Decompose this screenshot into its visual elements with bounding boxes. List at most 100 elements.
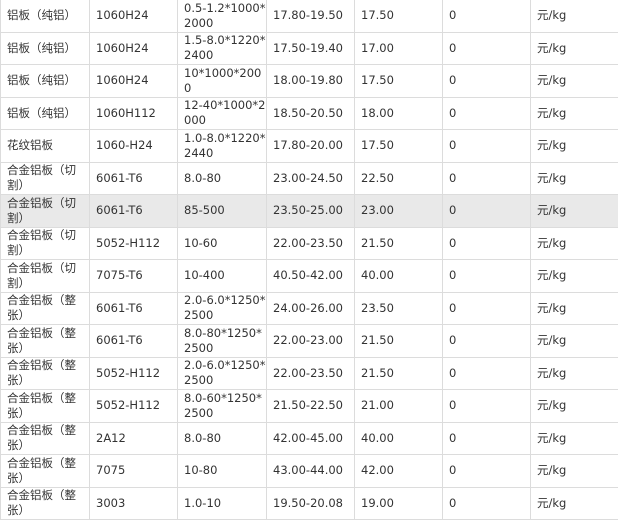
unit-cell: 元/kg (530, 454, 618, 488)
spec-cell: 10-60 (177, 226, 267, 260)
grade-cell: 7075-T6 (89, 259, 178, 293)
unit-cell: 元/kg (530, 0, 618, 33)
grade-cell: 3003 (89, 486, 178, 520)
price-range-cell: 21.50-22.50 (266, 389, 355, 423)
price-range-cell: 23.50-25.00 (266, 194, 355, 228)
price-cell: 21.50 (354, 324, 443, 358)
unit-cell: 元/kg (530, 96, 618, 130)
spec-cell: 1.0-10 (177, 486, 267, 520)
unit-cell: 元/kg (530, 31, 618, 65)
table-row: 铝板（纯铝） 1060H24 1.5-8.0*1220*2400 17.50-19.4… (0, 31, 618, 65)
price-cell: 21.50 (354, 356, 443, 390)
product-cell: 合金铝板（整张） (0, 486, 90, 520)
grade-cell: 1060-H24 (89, 129, 178, 163)
table-row: 合金铝板（切割） 7075-T6 10-400 40.50-42.00 40.00 0 元/… (0, 259, 618, 293)
unit-cell: 元/kg (530, 421, 618, 455)
price-range-cell: 17.80-20.00 (266, 129, 355, 163)
price-range-cell: 22.00-23.50 (266, 226, 355, 260)
price-cell: 21.00 (354, 389, 443, 423)
price-cell: 22.50 (354, 161, 443, 195)
price-range-cell: 17.80-19.50 (266, 0, 355, 33)
table-row: 合金铝板（整张） 2A12 8.0-80 42.00-45.00 40.00 0 元/kg (0, 421, 618, 455)
grade-cell: 6061-T6 (89, 291, 178, 325)
price-cell: 40.00 (354, 259, 443, 293)
change-cell: 0 (442, 129, 531, 163)
price-cell: 19.00 (354, 486, 443, 520)
product-cell: 合金铝板（整张） (0, 356, 90, 390)
spec-cell: 2.0-6.0*1250*2500 (177, 291, 267, 325)
unit-cell: 元/kg (530, 356, 618, 390)
unit-cell: 元/kg (530, 161, 618, 195)
unit-cell: 元/kg (530, 291, 618, 325)
table-row: 合金铝板（切割） 6061-T6 85-500 23.50-25.00 23.00 0 元/… (0, 194, 618, 228)
product-cell: 花纹铝板 (0, 129, 90, 163)
table-row: 合金铝板（整张） 6061-T6 2.0-6.0*1250*2500 24.00-26… (0, 291, 618, 325)
spec-cell: 8.0-80 (177, 421, 267, 455)
table-row: 合金铝板（整张） 5052-H112 2.0-6.0*1250*2500 22.00-… (0, 356, 618, 390)
change-cell: 0 (442, 96, 531, 130)
price-range-cell: 22.00-23.00 (266, 324, 355, 358)
product-cell: 铝板（纯铝） (0, 96, 90, 130)
grade-cell: 1060H24 (89, 31, 178, 65)
table-row: 合金铝板（切割） 6061-T6 8.0-80 23.00-24.50 22.50 0 元/… (0, 161, 618, 195)
price-cell: 21.50 (354, 226, 443, 260)
grade-cell: 1060H24 (89, 0, 178, 33)
product-cell: 合金铝板（切割） (0, 161, 90, 195)
unit-cell: 元/kg (530, 389, 618, 423)
price-cell: 17.50 (354, 0, 443, 33)
table-row: 合金铝板（切割） 5052-H112 10-60 22.00-23.50 21.50 0 元… (0, 226, 618, 260)
price-range-cell: 22.00-23.50 (266, 356, 355, 390)
price-cell: 40.00 (354, 421, 443, 455)
price-range-cell: 19.50-20.08 (266, 486, 355, 520)
change-cell: 0 (442, 161, 531, 195)
table-row: 合金铝板（整张） 7075 10-80 43.00-44.00 42.00 0 元/kg (0, 454, 618, 488)
grade-cell: 5052-H112 (89, 389, 178, 423)
grade-cell: 5052-H112 (89, 226, 178, 260)
unit-cell: 元/kg (530, 64, 618, 98)
spec-cell: 10*1000*2000 (177, 64, 267, 98)
table-row: 合金铝板（整张） 6061-T6 8.0-80*1250*2500 22.00-23.… (0, 324, 618, 358)
grade-cell: 7075 (89, 454, 178, 488)
spec-cell: 8.0-80 (177, 161, 267, 195)
table-row: 铝板（纯铝） 1060H24 10*1000*2000 18.00-19.80 17.5… (0, 64, 618, 98)
spec-cell: 8.0-60*1250*2500 (177, 389, 267, 423)
spec-cell: 10-80 (177, 454, 267, 488)
price-cell: 23.00 (354, 194, 443, 228)
price-cell: 18.00 (354, 96, 443, 130)
product-cell: 铝板（纯铝） (0, 31, 90, 65)
change-cell: 0 (442, 291, 531, 325)
product-cell: 合金铝板（整张） (0, 454, 90, 488)
product-cell: 铝板（纯铝） (0, 0, 90, 33)
price-range-cell: 24.00-26.00 (266, 291, 355, 325)
unit-cell: 元/kg (530, 226, 618, 260)
spec-cell: 8.0-80*1250*2500 (177, 324, 267, 358)
spec-cell: 12-40*1000*2000 (177, 96, 267, 130)
price-cell: 17.50 (354, 129, 443, 163)
price-cell: 17.00 (354, 31, 443, 65)
unit-cell: 元/kg (530, 486, 618, 520)
price-range-cell: 18.50-20.50 (266, 96, 355, 130)
table-row: 合金铝板（整张） 5052-H112 8.0-60*1250*2500 21.50-2… (0, 389, 618, 423)
price-cell: 17.50 (354, 64, 443, 98)
spec-cell: 2.0-6.0*1250*2500 (177, 356, 267, 390)
grade-cell: 2A12 (89, 421, 178, 455)
change-cell: 0 (442, 324, 531, 358)
price-cell: 42.00 (354, 454, 443, 488)
change-cell: 0 (442, 259, 531, 293)
change-cell: 0 (442, 31, 531, 65)
change-cell: 0 (442, 64, 531, 98)
price-range-cell: 43.00-44.00 (266, 454, 355, 488)
grade-cell: 6061-T6 (89, 324, 178, 358)
table-row: 铝板（纯铝） 1060H112 12-40*1000*2000 18.50-20.50… (0, 96, 618, 130)
product-cell: 合金铝板（切割） (0, 194, 90, 228)
change-cell: 0 (442, 421, 531, 455)
grade-cell: 6061-T6 (89, 194, 178, 228)
grade-cell: 5052-H112 (89, 356, 178, 390)
product-cell: 铝板（纯铝） (0, 64, 90, 98)
price-range-cell: 17.50-19.40 (266, 31, 355, 65)
grade-cell: 6061-T6 (89, 161, 178, 195)
change-cell: 0 (442, 356, 531, 390)
price-cell: 23.50 (354, 291, 443, 325)
change-cell: 0 (442, 389, 531, 423)
